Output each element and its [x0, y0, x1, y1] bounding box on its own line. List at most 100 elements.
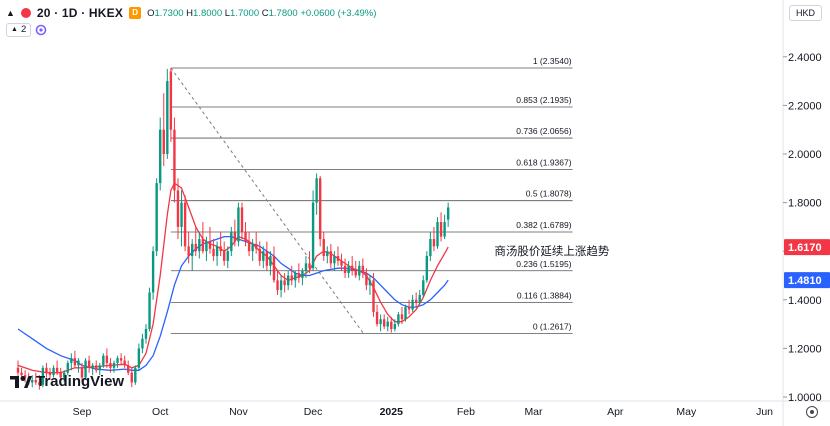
candle-body — [176, 190, 180, 227]
candle-body — [318, 178, 322, 240]
candle-body — [127, 365, 130, 373]
fib-level-label: 0.236 (1.5195) — [516, 259, 571, 269]
tradingview-logo: TradingView — [10, 373, 124, 390]
candle-body — [166, 81, 169, 154]
candle-body — [70, 358, 73, 363]
x-tick-label: Feb — [457, 406, 475, 418]
candle-body — [265, 251, 269, 266]
chart-annotation: 商汤股价延续上涨趋势 — [494, 244, 609, 258]
candle-body — [201, 239, 205, 252]
candle-body — [247, 241, 251, 252]
candle-body — [91, 365, 94, 368]
refresh-icon[interactable] — [35, 24, 47, 36]
candle-body — [212, 248, 215, 257]
candle-body — [237, 207, 240, 242]
candle-body — [173, 129, 176, 191]
candle-body — [386, 321, 389, 327]
fib-level-label: 0.5 (1.8078) — [526, 189, 572, 199]
fib-level-label: 0.116 (1.3884) — [517, 291, 572, 301]
fib-level-label: 0.618 (1.9367) — [516, 157, 571, 167]
candle-body — [414, 299, 418, 303]
candle-body — [144, 328, 148, 339]
indicators-toggle[interactable]: ▲ 2 — [6, 23, 32, 37]
candle-body — [297, 273, 301, 278]
candle-body — [404, 307, 407, 320]
y-tick-label: 1.8000 — [788, 198, 822, 210]
candle-body — [233, 231, 237, 242]
candle-body — [326, 251, 329, 257]
candle-body — [365, 273, 368, 286]
fib-trend-line — [170, 67, 364, 333]
candle-body — [393, 324, 397, 329]
candle-body — [130, 372, 133, 383]
close-value: 1.7800 — [268, 7, 298, 19]
candle-body — [283, 280, 286, 286]
candle-body — [148, 292, 151, 329]
candle-body — [272, 256, 276, 281]
candle-body — [38, 382, 41, 385]
x-tick-label: Nov — [229, 406, 248, 418]
candle-body — [23, 375, 27, 378]
x-tick-label: Dec — [304, 406, 323, 418]
x-tick-label: Sep — [73, 406, 92, 418]
candle-body — [191, 243, 194, 257]
ohlc-readout: O1.7300 H1.8000 L1.7000 C1.7800 +0.0600 … — [147, 8, 376, 19]
candle-body — [379, 319, 382, 325]
price-label-bg — [784, 272, 830, 289]
candle-body — [436, 222, 439, 247]
x-tick-label: 2025 — [380, 406, 404, 418]
y-tick-label: 1.0000 — [788, 392, 822, 404]
candle-body — [109, 362, 112, 368]
candle-body — [422, 280, 425, 295]
candle-body — [279, 280, 283, 291]
candle-body — [198, 239, 201, 252]
y-tick-label: 1.4000 — [788, 295, 822, 307]
x-tick-label: Oct — [152, 406, 168, 418]
collapse-chevron-icon[interactable]: ▲ — [6, 8, 15, 18]
candle-body — [439, 222, 443, 237]
candle-body — [194, 243, 197, 252]
candle-body — [73, 358, 77, 366]
candle-body — [251, 243, 254, 252]
candle-body — [443, 222, 446, 237]
y-tick-label: 2.0000 — [788, 149, 822, 161]
candle-body — [205, 241, 208, 252]
candle-body — [141, 338, 144, 349]
candle-body — [390, 321, 393, 329]
symbol-title[interactable]: 20 · 1D · HKEX — [36, 6, 124, 20]
candle-body — [45, 367, 48, 373]
candle-body — [84, 360, 87, 378]
candle-body — [226, 251, 229, 261]
price-label: 1.4810 — [788, 275, 822, 287]
candle-body — [87, 360, 91, 368]
settings-gear-icon[interactable] — [806, 406, 818, 418]
x-tick-label: Mar — [524, 406, 543, 418]
candle-body — [354, 270, 357, 276]
candle-body — [98, 365, 101, 371]
candle-body — [230, 231, 233, 252]
candle-body — [336, 256, 340, 261]
candle-body — [358, 265, 361, 276]
high-value: 1.8000 — [193, 7, 223, 19]
data-delay-badge[interactable]: D — [129, 7, 142, 19]
currency-selector[interactable]: HKD — [788, 5, 822, 21]
candle-body — [347, 265, 350, 274]
candle-body — [34, 379, 37, 383]
y-tick-label: 2.2000 — [788, 100, 822, 112]
candle-body — [322, 239, 325, 257]
candle-body — [269, 256, 272, 266]
candle-body — [41, 367, 45, 385]
indicator-count: 2 — [20, 24, 27, 35]
candle-body — [400, 314, 404, 320]
candle-body — [180, 202, 183, 227]
candle-body — [134, 367, 137, 383]
candle-body — [301, 270, 304, 278]
candle-body — [116, 358, 119, 363]
candle-body — [290, 275, 293, 281]
candle-body — [340, 260, 343, 266]
close-label: C — [261, 7, 269, 19]
candle-body — [254, 243, 258, 249]
candle-body — [155, 183, 158, 252]
candle-body — [31, 379, 34, 383]
